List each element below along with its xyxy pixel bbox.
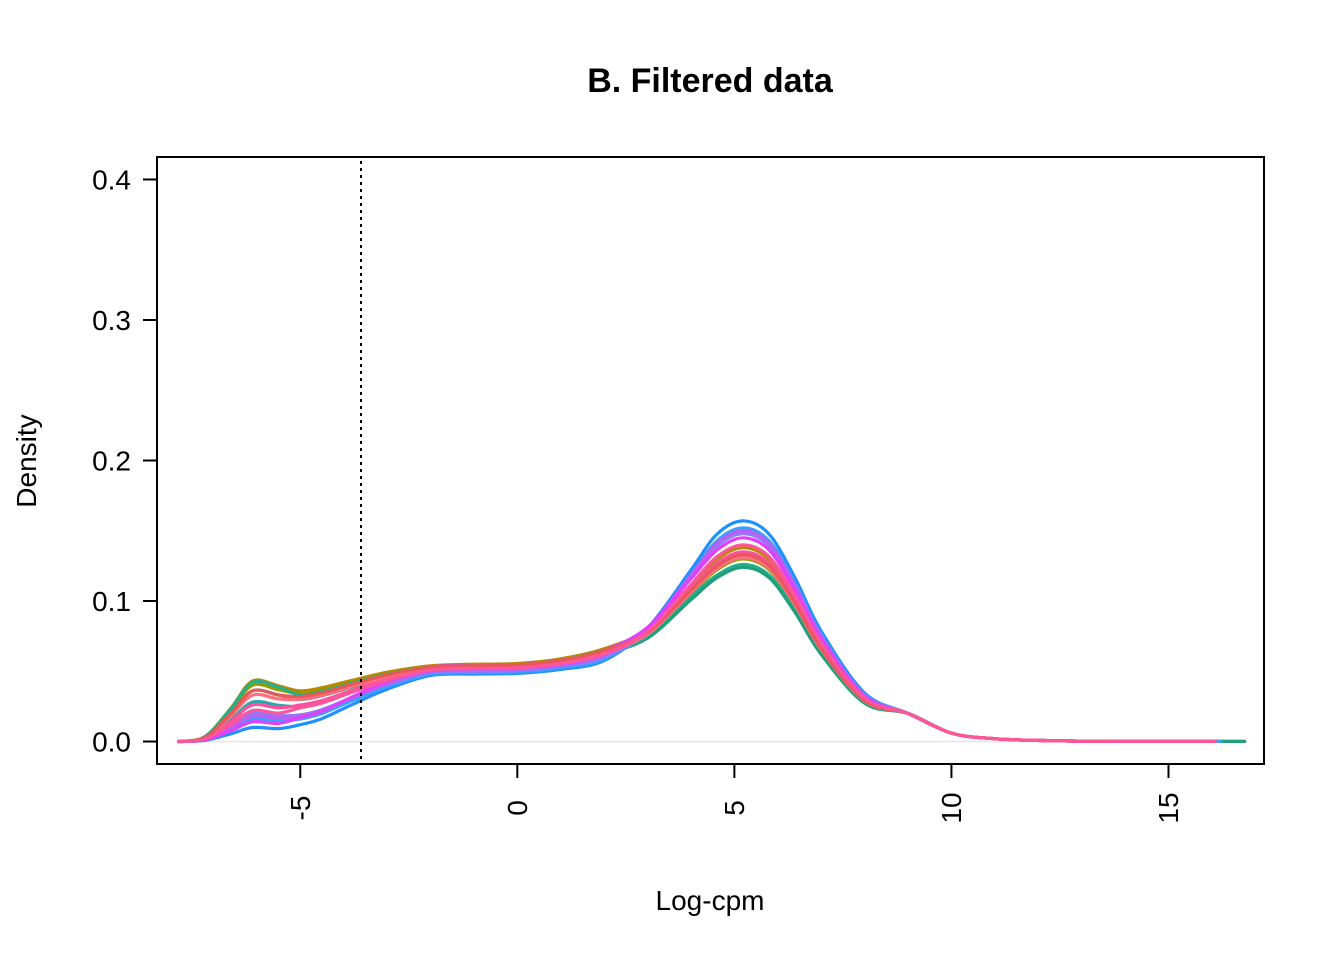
x-tick-label: 5 — [719, 800, 750, 816]
x-axis-label: Log-cpm — [656, 885, 765, 916]
x-tick-label: 15 — [1153, 792, 1184, 823]
y-axis: 0.0 0.1 0.2 0.3 0.4 — [92, 164, 158, 758]
plot-frame — [156, 156, 1265, 765]
density-curve-4 — [177, 565, 1247, 744]
y-tick-label: 0.2 — [92, 446, 131, 477]
x-tick-label: -5 — [285, 796, 316, 821]
x-axis: -5 0 5 10 15 — [285, 763, 1184, 824]
x-tick-label: 10 — [936, 792, 967, 823]
y-tick-label: 0.4 — [92, 164, 131, 195]
y-tick-label: 0.0 — [92, 727, 131, 758]
chart-title: B. Filtered data — [587, 62, 834, 100]
density-curve-14 — [177, 543, 1217, 744]
x-tick-label: 0 — [502, 800, 533, 816]
y-tick-label: 0.1 — [92, 586, 131, 617]
density-curve-3 — [177, 562, 1247, 744]
density-curve-7 — [177, 526, 1223, 744]
y-axis-label: Density — [11, 414, 42, 507]
plot-area — [177, 161, 1247, 760]
y-tick-label: 0.3 — [92, 305, 131, 336]
